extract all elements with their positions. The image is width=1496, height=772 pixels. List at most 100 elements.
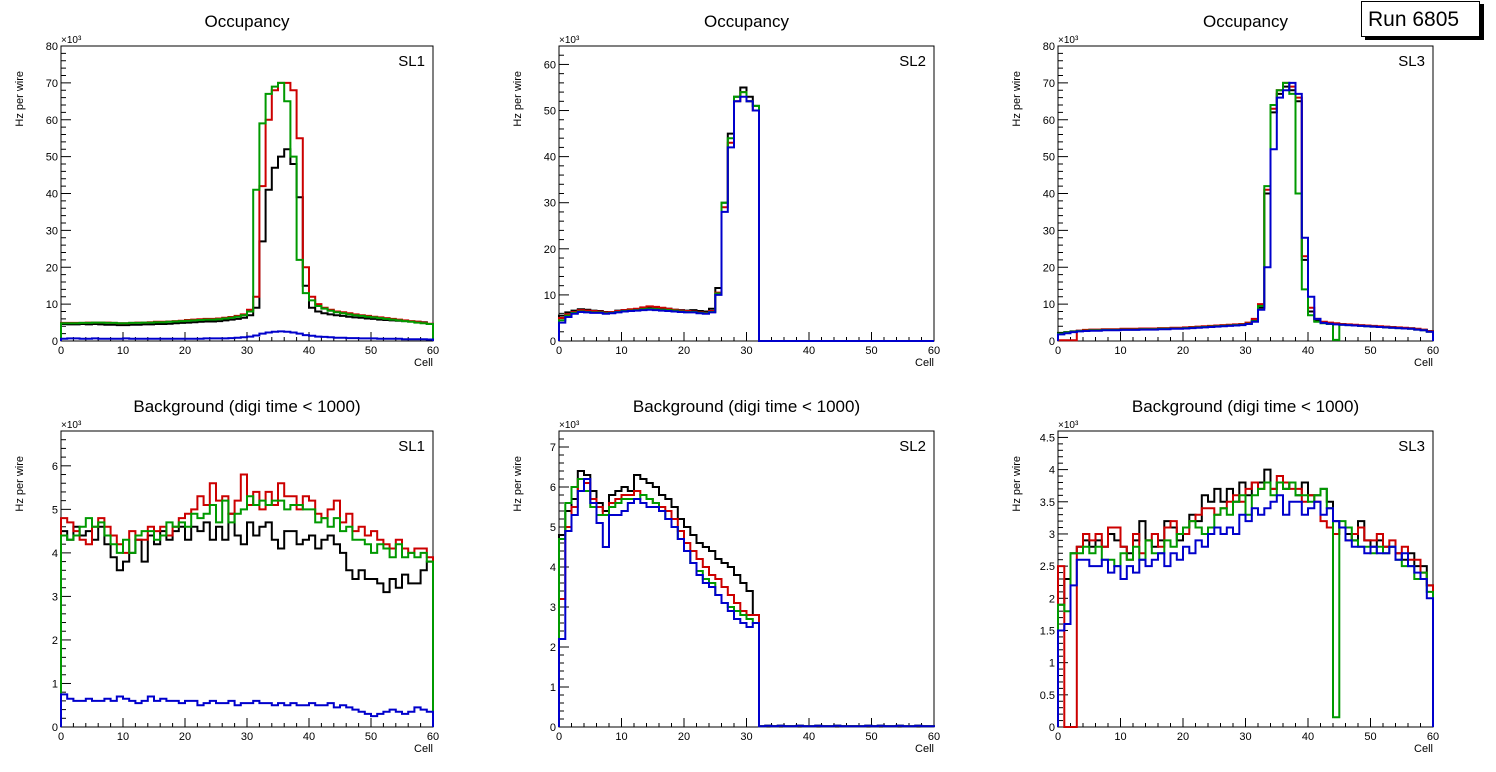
y-tick-label: 3: [52, 591, 58, 603]
superlayer-label: SL1: [398, 438, 425, 455]
series-blue-histogram: [60, 330, 434, 341]
y-scale-multiplier: ×10³: [1058, 420, 1079, 431]
superlayer-label: SL3: [1398, 53, 1425, 70]
x-tick-label: 10: [117, 345, 129, 357]
run-label-box: Run 6805: [1361, 1, 1480, 37]
x-tick-label: 40: [303, 731, 315, 743]
x-tick-label: 30: [740, 731, 752, 743]
y-tick-label: 1: [1049, 658, 1055, 670]
y-tick-label: 10: [46, 299, 58, 311]
x-tick-label: 50: [1364, 345, 1376, 357]
chart-title: Occupancy: [204, 12, 290, 31]
superlayer-label: SL3: [1398, 438, 1425, 455]
y-tick-label: 50: [46, 152, 58, 164]
x-axis-label: Cell: [414, 357, 433, 369]
x-axis-label: Cell: [915, 743, 934, 755]
series-green-histogram: [558, 91, 934, 342]
chart-panel-6: Background (digi time < 1000)0 10 20 30 40 50…: [1011, 397, 1439, 755]
series-green-histogram: [60, 495, 434, 727]
y-tick-label: 4: [550, 562, 556, 574]
y-tick-label: 5: [52, 504, 58, 516]
y-tick-label: 20: [1043, 262, 1055, 274]
x-tick-label: 10: [117, 731, 129, 743]
y-axis-label: Hz per wire: [1011, 456, 1023, 512]
plot-frame: [1057, 45, 1434, 342]
y-axis-label: Hz per wire: [14, 456, 26, 512]
y-tick-label: 3.5: [1040, 497, 1055, 509]
y-scale-multiplier: ×10³: [559, 420, 580, 431]
y-tick-label: 1: [52, 678, 58, 690]
series-black-histogram: [1057, 85, 1434, 341]
chart-title: Occupancy: [1203, 12, 1289, 31]
x-axis-label: Cell: [1414, 743, 1433, 755]
y-axis-label: Hz per wire: [512, 71, 524, 127]
series-black-histogram: [558, 86, 934, 342]
series-blue-histogram: [558, 95, 934, 342]
x-tick-label: 20: [1177, 731, 1189, 743]
series-red-histogram: [558, 91, 934, 342]
y-tick-label: 50: [1043, 152, 1055, 164]
x-tick-label: 40: [803, 731, 815, 743]
series-red-histogram: [1057, 475, 1434, 728]
y-tick-label: 6: [550, 482, 556, 494]
x-tick-label: 30: [241, 731, 253, 743]
y-tick-label: 20: [544, 244, 556, 256]
y-scale-multiplier: ×10³: [1058, 35, 1079, 46]
y-tick-label: 2: [52, 635, 58, 647]
y-tick-label: 80: [46, 41, 58, 53]
x-tick-label: 0: [1055, 345, 1061, 357]
chart-title: Background (digi time < 1000): [133, 397, 360, 416]
x-tick-label: 50: [865, 345, 877, 357]
x-tick-label: 30: [740, 345, 752, 357]
chart-title: Background (digi time < 1000): [1132, 397, 1359, 416]
y-tick-label: 50: [544, 106, 556, 118]
y-tick-label: 30: [1043, 225, 1055, 237]
y-tick-label: 80: [1043, 41, 1055, 53]
x-tick-label: 30: [1239, 731, 1251, 743]
series-black-histogram: [60, 512, 434, 727]
y-tick-label: 40: [1043, 189, 1055, 201]
y-tick-label: 70: [1043, 78, 1055, 90]
y-tick-label: 2: [1049, 593, 1055, 605]
y-tick-label: 10: [544, 290, 556, 302]
x-axis-label: Cell: [1414, 357, 1433, 369]
x-tick-label: 40: [1302, 345, 1314, 357]
y-tick-label: 2: [550, 642, 556, 654]
y-tick-label: 30: [544, 198, 556, 210]
y-tick-label: 2.5: [1040, 561, 1055, 573]
chart-panel-5: Background (digi time < 1000)0 10 20 30 40 50…: [512, 397, 940, 755]
superlayer-label: SL2: [899, 438, 926, 455]
y-scale-multiplier: ×10³: [559, 35, 580, 46]
series-green-histogram: [60, 81, 434, 341]
y-tick-label: 1.5: [1040, 625, 1055, 637]
y-scale-multiplier: ×10³: [61, 420, 82, 431]
y-tick-label: 40: [46, 189, 58, 201]
y-tick-label: 60: [1043, 115, 1055, 127]
x-tick-label: 10: [1114, 345, 1126, 357]
y-axis-label: Hz per wire: [512, 456, 524, 512]
series-black-histogram: [558, 470, 935, 728]
x-axis-label: Cell: [915, 357, 934, 369]
plot-frame: [558, 430, 935, 728]
superlayer-label: SL1: [398, 53, 425, 70]
y-tick-label: 5: [550, 522, 556, 534]
series-blue-histogram: [1057, 81, 1434, 341]
y-tick-label: 10: [1043, 299, 1055, 311]
y-tick-label: 0: [52, 336, 58, 348]
series-red-histogram: [60, 473, 434, 727]
y-axis-label: Hz per wire: [1011, 71, 1023, 127]
x-tick-label: 10: [615, 345, 627, 357]
x-tick-label: 50: [865, 731, 877, 743]
x-tick-label: 0: [1055, 731, 1061, 743]
series-blue-histogram: [1057, 494, 1434, 727]
x-tick-label: 10: [1114, 731, 1126, 743]
y-tick-label: 60: [46, 115, 58, 127]
x-tick-label: 60: [427, 345, 439, 357]
y-tick-label: 1: [550, 682, 556, 694]
chart-title: Occupancy: [704, 12, 790, 31]
y-axis-label: Hz per wire: [14, 71, 26, 127]
